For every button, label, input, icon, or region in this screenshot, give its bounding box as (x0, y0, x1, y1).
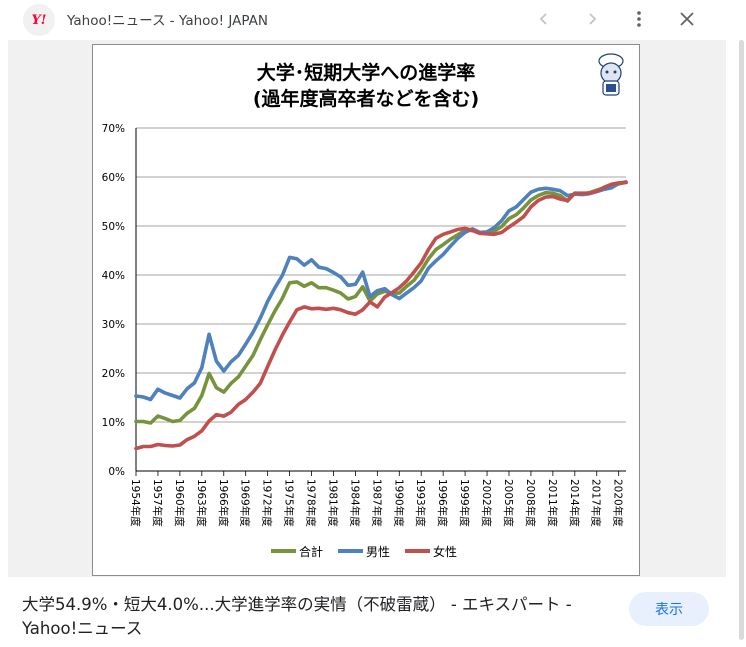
x-tick-label: 1996年度 (436, 479, 449, 527)
chart-subtitle: (過年度高卒者などを含む) (253, 87, 479, 110)
forward-button[interactable] (581, 8, 603, 30)
x-tick-label: 1978年度 (305, 479, 318, 527)
scrollbar[interactable] (738, 0, 746, 647)
yahoo-logo[interactable]: Y! (23, 4, 55, 36)
x-tick-label: 1972年度 (261, 479, 274, 527)
show-button[interactable]: 表示 (629, 592, 709, 626)
x-tick-label: 2011年度 (546, 479, 559, 527)
y-tick-label: 60% (102, 172, 125, 184)
back-button[interactable] (533, 8, 555, 30)
chevron-right-icon (589, 13, 597, 25)
x-tick-label: 1984年度 (348, 479, 361, 527)
close-button[interactable] (676, 8, 698, 30)
enrollment-rate-chart: 大学･短期大学への進学率 (過年度高卒者などを含む) 0% 10% 20% 30% 40… (102, 53, 628, 559)
x-tick-label: 1966年度 (217, 479, 230, 527)
y-tick-label: 70% (102, 123, 125, 135)
legend-label: 男性 (366, 545, 390, 559)
x-tick-label: 2008年度 (524, 479, 537, 527)
chevron-left-icon (539, 13, 547, 25)
more-vert-icon (637, 11, 641, 27)
x-tick-label: 1969年度 (239, 479, 252, 527)
top-bar: Y! Yahoo!ニュース - Yahoo! JAPAN (0, 0, 746, 40)
x-tick-label: 2020年度 (612, 479, 625, 527)
series-line-男性 (134, 180, 628, 402)
x-tick-label: 1963年度 (195, 479, 208, 527)
y-tick-label: 0% (108, 466, 125, 478)
mascot-icon (598, 53, 624, 96)
series-line-女性 (134, 180, 628, 451)
legend-label: 女性 (433, 544, 457, 559)
x-tick-label: 1975年度 (283, 479, 296, 527)
x-tick-label: 1987年度 (370, 479, 383, 527)
x-tick-label: 1957年度 (151, 479, 164, 527)
more-options-button[interactable] (628, 8, 650, 30)
close-icon (680, 12, 694, 26)
x-tick-label: 2017年度 (590, 479, 603, 527)
x-tick-label: 1990年度 (392, 479, 405, 527)
x-tick-label: 1993年度 (414, 479, 427, 527)
x-tick-label: 2014年度 (568, 479, 581, 527)
scrollbar-thumb[interactable] (739, 40, 744, 640)
y-tick-label: 30% (102, 319, 125, 331)
y-tick-label: 20% (102, 368, 125, 380)
x-tick-label: 1954年度 (129, 479, 142, 527)
y-tick-label: 50% (102, 221, 125, 233)
x-tick-label: 2005年度 (502, 479, 515, 527)
result-caption[interactable]: 大学54.9%・短大4.0%...大学進学率の実情（不破雷蔵） - エキスパート… (22, 595, 572, 638)
x-tick-label: 2002年度 (480, 479, 493, 527)
legend-label: 合計 (299, 544, 323, 559)
chart-title: 大学･短期大学への進学率 (257, 61, 476, 84)
y-tick-label: 40% (102, 270, 125, 282)
y-tick-label: 10% (102, 417, 125, 429)
page-title: Yahoo!ニュース - Yahoo! JAPAN (67, 13, 268, 29)
x-tick-label: 1981年度 (326, 479, 339, 527)
chart-image[interactable]: 大学･短期大学への進学率 (過年度高卒者などを含む) 0% 10% 20% 30% 40… (92, 44, 640, 576)
x-tick-label: 1999年度 (458, 479, 471, 527)
series-line-合計 (134, 180, 628, 425)
x-tick-label: 1960年度 (173, 479, 186, 527)
